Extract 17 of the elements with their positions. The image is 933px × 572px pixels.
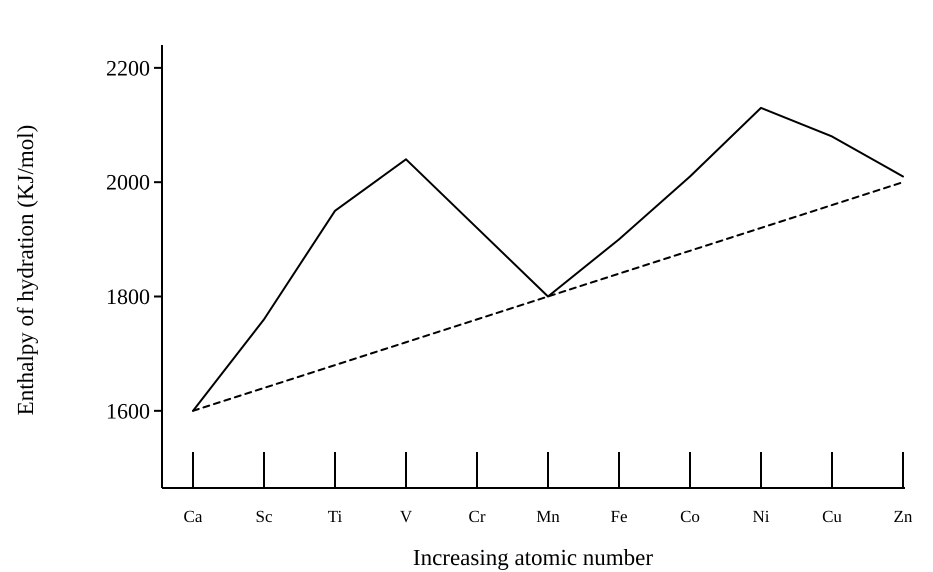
y-tick-label: 2000: [106, 170, 150, 195]
x-tick-label: Cu: [822, 507, 842, 526]
x-tick-label: Sc: [256, 507, 273, 526]
y-tick-label: 2200: [106, 55, 150, 80]
x-tick-label: Ti: [328, 507, 343, 526]
x-tick-label: Cr: [468, 507, 486, 526]
x-tick-label: Ca: [184, 507, 203, 526]
x-tick-label: Zn: [894, 507, 913, 526]
x-tick-label: Mn: [536, 507, 560, 526]
y-tick-label: 1800: [106, 284, 150, 310]
x-tick-label: Ni: [752, 507, 770, 526]
x-tick-label: Co: [680, 507, 700, 526]
x-tick-label: Fe: [610, 507, 628, 526]
x-axis-title: Increasing atomic number: [412, 545, 654, 570]
x-tick-label: V: [400, 507, 413, 526]
y-tick-label: 1600: [106, 398, 150, 424]
y-axis-title: Enthalpy of hydration (KJ/mol): [13, 124, 38, 416]
